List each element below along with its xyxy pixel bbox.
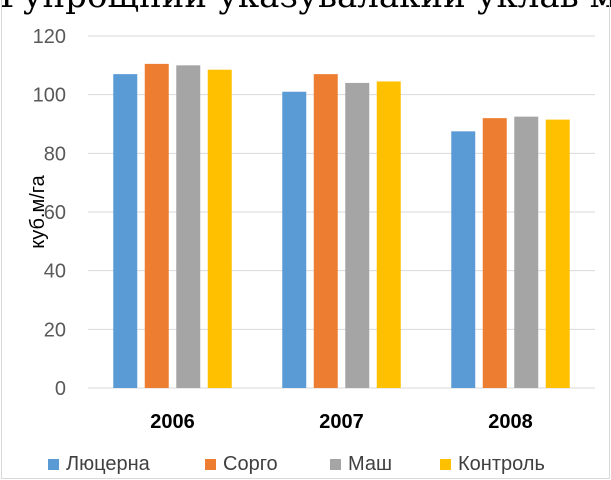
- legend-swatch-Сорго: [205, 459, 216, 470]
- category-label-2006: 2006: [150, 411, 195, 433]
- bar-2008-Маш: [514, 116, 539, 389]
- category-label-2008: 2008: [488, 411, 533, 433]
- legend: Люцерна Сорго Маш Контроль: [48, 453, 545, 475]
- legend-label-Контроль: Контроль: [458, 453, 545, 475]
- cropped-heading-text: Гупрощний указувалакий уклав мар: [0, 0, 611, 16]
- y-axis-label: куб.м/га: [27, 174, 49, 248]
- gridlines: [88, 35, 595, 389]
- y-tick-80: 80: [44, 143, 66, 165]
- bar-2006-Контроль: [207, 69, 232, 388]
- legend-swatch-Маш: [330, 459, 341, 470]
- y-tick-labels: 0 20 40 60 80 100 120: [33, 26, 66, 400]
- y-tick-40: 40: [44, 261, 66, 283]
- bar-2006-Маш: [176, 65, 201, 388]
- bar-2008-Контроль: [545, 119, 570, 388]
- bar-2008-Люцерна: [451, 131, 476, 389]
- y-tick-100: 100: [33, 85, 66, 107]
- y-tick-60: 60: [44, 202, 66, 224]
- y-tick-20: 20: [44, 319, 66, 341]
- bar-2006-Люцерна: [113, 74, 138, 388]
- bar-2007-Маш: [345, 82, 370, 388]
- bars: [113, 63, 570, 389]
- y-tick-0: 0: [55, 378, 66, 400]
- bar-2007-Сорго: [313, 74, 338, 388]
- legend-swatch-Люцерна: [48, 459, 59, 470]
- bar-2008-Сорго: [482, 118, 507, 388]
- legend-label-Люцерна: Люцерна: [66, 453, 151, 475]
- category-labels: 2006 2007 2008: [150, 411, 533, 433]
- y-tick-120: 120: [33, 26, 66, 48]
- bar-2007-Контроль: [376, 81, 401, 388]
- legend-label-Сорго: Сорго: [223, 453, 278, 475]
- legend-label-Маш: Маш: [348, 453, 392, 475]
- bar-2007-Люцерна: [282, 91, 307, 388]
- legend-swatch-Контроль: [440, 459, 451, 470]
- category-label-2007: 2007: [319, 411, 364, 433]
- bar-2006-Сорго: [144, 63, 169, 388]
